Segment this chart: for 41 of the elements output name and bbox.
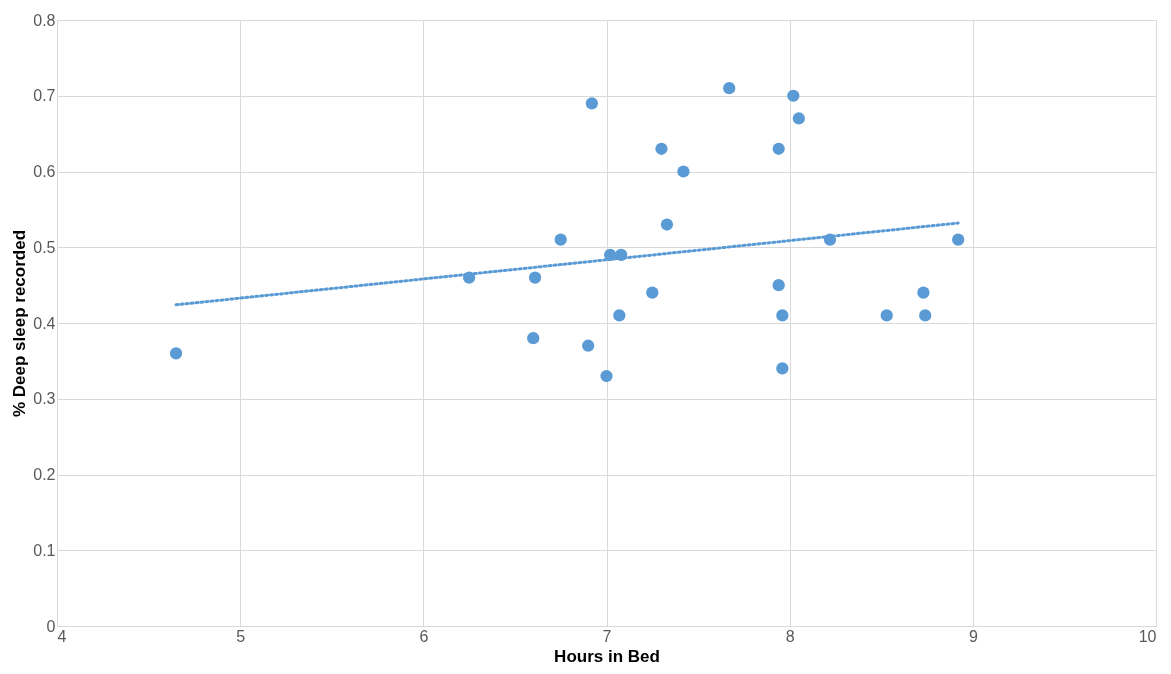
point bbox=[776, 362, 789, 375]
y-tick-label: 0.1 bbox=[33, 541, 56, 559]
x-tick-label: 9 bbox=[968, 627, 978, 645]
x-tick-label: 8 bbox=[785, 627, 795, 645]
point bbox=[528, 271, 542, 284]
y-axis-title: % Deep sleep recorded bbox=[10, 229, 30, 418]
point bbox=[655, 142, 668, 155]
point bbox=[613, 309, 626, 322]
x-tick-label: 7 bbox=[602, 627, 612, 645]
x-tick-label: 6 bbox=[419, 627, 429, 645]
point bbox=[772, 279, 785, 292]
point bbox=[919, 309, 932, 322]
point bbox=[169, 347, 183, 360]
point bbox=[776, 309, 789, 322]
y-tick-label: 0.3 bbox=[33, 390, 56, 408]
point bbox=[646, 286, 659, 299]
point bbox=[772, 142, 785, 155]
point bbox=[917, 286, 930, 299]
point bbox=[600, 369, 613, 383]
y-tick-label: 0.8 bbox=[33, 11, 56, 29]
point bbox=[660, 218, 674, 231]
y-tick-label: 0.6 bbox=[33, 163, 56, 180]
point bbox=[952, 233, 965, 246]
point bbox=[677, 165, 690, 178]
point bbox=[554, 233, 567, 246]
x-axis-title: Hours in Bed bbox=[554, 646, 660, 666]
y-tick-label: 0.7 bbox=[33, 87, 56, 105]
point bbox=[723, 82, 736, 95]
point bbox=[880, 309, 893, 322]
x-tick-label: 5 bbox=[236, 627, 246, 645]
y-tick-label: 0.4 bbox=[33, 314, 56, 332]
point bbox=[787, 89, 800, 102]
x-tick-label: 4 bbox=[57, 627, 67, 645]
point bbox=[585, 97, 598, 110]
point bbox=[792, 112, 805, 125]
point bbox=[527, 332, 540, 345]
y-tick-label: 0.5 bbox=[33, 238, 56, 256]
point bbox=[582, 339, 595, 352]
x-tick-label: 10 bbox=[1138, 627, 1157, 645]
y-tick-label: 0.2 bbox=[33, 466, 56, 483]
y-tick-label: 0 bbox=[46, 617, 56, 635]
